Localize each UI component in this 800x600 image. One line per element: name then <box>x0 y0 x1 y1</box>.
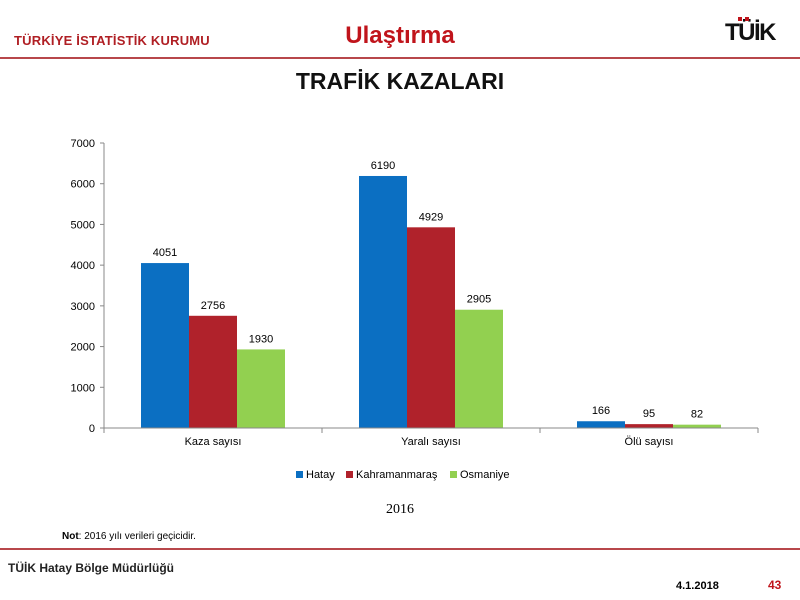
bar <box>455 309 503 428</box>
bar <box>189 315 237 428</box>
legend-label: Kahramanmaraş <box>356 469 438 481</box>
organization-name: TÜRKİYE İSTATİSTİK KURUMU <box>14 33 210 48</box>
y-tick-label: 1000 <box>71 382 95 394</box>
y-tick-label: 3000 <box>71 301 95 313</box>
data-label: 1930 <box>249 333 273 345</box>
bar-chart: 0 1000 2000 3000 4000 5000 6000 7000 4051 6190 166… <box>71 138 759 481</box>
y-tick-label: 6000 <box>71 179 95 191</box>
data-label: 6190 <box>371 160 395 172</box>
y-tick-label: 4000 <box>71 260 95 272</box>
legend-label: Osmaniye <box>460 469 510 481</box>
x-axis-label: 2016 <box>386 502 414 517</box>
bar <box>577 421 625 428</box>
data-label: 2756 <box>201 300 225 312</box>
footer-divider <box>0 548 800 550</box>
x-tick-label: Yaralı sayısı <box>401 436 461 448</box>
tuik-logo-text: TÜİK <box>725 19 777 44</box>
legend-swatch <box>296 471 303 478</box>
bar <box>237 349 285 428</box>
legend-swatch <box>346 471 353 478</box>
header-divider <box>0 57 800 59</box>
y-tick-label: 7000 <box>71 138 95 150</box>
footer-organization: TÜİK Hatay Bölge Müdürlüğü <box>8 561 174 575</box>
footnote-label: Not <box>62 531 79 542</box>
chart-title: TRAFİK KAZALARI <box>295 68 505 94</box>
footer-date: 4.1.2018 <box>676 580 719 592</box>
y-tick-label: 0 <box>89 423 95 435</box>
data-label: 2905 <box>467 294 491 306</box>
bar <box>141 263 189 428</box>
legend-label: Hatay <box>306 469 335 481</box>
data-label: 166 <box>592 405 610 417</box>
footnote: Not: 2016 yılı verileri geçicidir. <box>62 531 196 542</box>
x-tick-label: Kaza sayısı <box>185 436 242 448</box>
data-label: 82 <box>691 409 703 421</box>
section-title: Ulaştırma <box>345 22 455 49</box>
bar <box>359 175 407 428</box>
bar <box>625 424 673 428</box>
page-number: 43 <box>768 578 782 592</box>
x-tick-label: Ölü sayısı <box>625 436 674 448</box>
footnote-text: : 2016 yılı verileri geçicidir. <box>78 531 196 542</box>
y-tick-label: 5000 <box>71 219 95 231</box>
y-tick-label: 2000 <box>71 342 95 354</box>
tuik-logo: TÜİK <box>725 17 778 44</box>
data-label: 4929 <box>419 211 443 223</box>
legend-swatch <box>450 471 457 478</box>
bar <box>407 227 455 428</box>
data-label: 95 <box>643 408 655 420</box>
bar <box>673 424 721 428</box>
data-label: 4051 <box>153 247 177 259</box>
